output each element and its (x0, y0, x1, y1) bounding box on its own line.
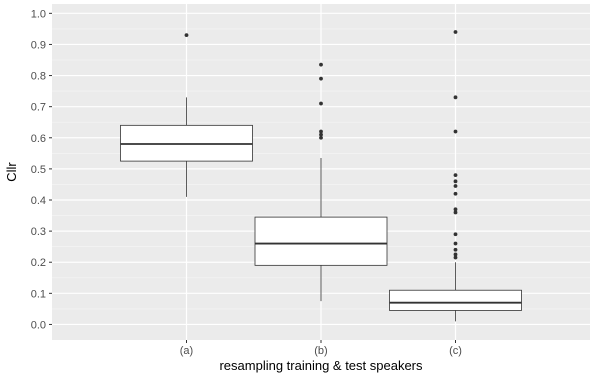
outlier-point (453, 30, 458, 34)
outlier-point (453, 247, 458, 252)
outlier-point (319, 129, 323, 134)
outlier-point (453, 207, 458, 212)
outlier-point (184, 33, 189, 38)
box-2 (254, 62, 388, 302)
y-tick-label: 0.9 (31, 39, 46, 51)
y-tick-label: 0.2 (31, 257, 46, 269)
y-tick-label: 0.5 (31, 164, 46, 176)
outlier-point (453, 241, 458, 246)
outlier-point (453, 173, 458, 178)
outlier-point (319, 62, 323, 67)
x-tick-label: (c) (449, 345, 462, 357)
x-tick-label: (b) (314, 345, 327, 357)
outlier-point (319, 135, 323, 140)
box-iqr (254, 216, 388, 266)
y-tick-label: 0.8 (31, 71, 46, 83)
outlier-point (319, 101, 323, 106)
x-tick-label: (a) (180, 345, 193, 357)
outlier-point (453, 95, 458, 100)
y-tick-label: 0.7 (31, 102, 46, 114)
y-tick-label: 1.0 (31, 8, 46, 20)
outlier-point (319, 76, 323, 81)
y-tick-label: 0.3 (31, 226, 46, 238)
x-axis-ticks: (a) (b) (c) (180, 340, 462, 357)
outlier-point (453, 179, 458, 184)
x-axis-title: resampling training & test speakers (219, 358, 423, 373)
outlier-point (453, 252, 458, 257)
outlier-point (453, 255, 458, 260)
outlier-point (453, 191, 458, 196)
y-axis-title: Cllr (4, 162, 19, 182)
y-tick-label: 0.0 (31, 319, 46, 331)
box-iqr (389, 289, 522, 311)
box-1 (120, 33, 253, 197)
outlier-point (453, 129, 458, 134)
outlier-point (453, 232, 458, 237)
box-3 (389, 30, 522, 322)
outlier-point (319, 132, 323, 137)
y-tick-label: 0.1 (31, 288, 46, 300)
y-tick-label: 0.6 (31, 133, 46, 145)
y-tick-label: 0.4 (31, 195, 46, 207)
y-axis-ticks: 0.0 0.1 0.2 0.3 0.4 0.5 0.6 0.7 0.8 0.9 1.0 (31, 8, 52, 331)
outlier-point (453, 210, 458, 215)
boxes-layer (120, 30, 522, 322)
outlier-point (453, 184, 458, 188)
